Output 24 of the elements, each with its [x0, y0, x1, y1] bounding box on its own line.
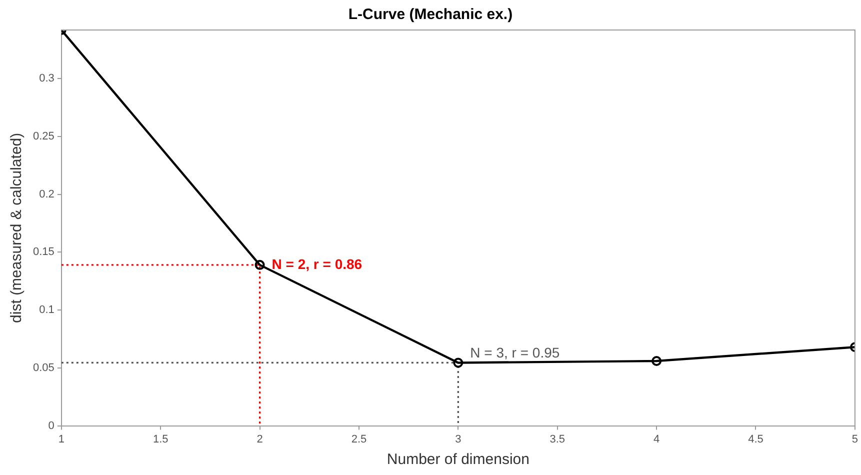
x-axis-title: Number of dimension	[386, 451, 530, 468]
y-tick-label: 0.2	[39, 188, 54, 200]
x-tick-label: 1	[58, 433, 64, 446]
y-tick-label: 0.05	[32, 362, 54, 374]
annotation: N = 2, r = 0.86	[272, 256, 362, 272]
x-tick-label: 4.5	[748, 433, 764, 446]
y-tick-label: 0.25	[32, 130, 54, 143]
y-tick-label: 0.3	[39, 72, 54, 85]
y-tick-label: 0.1	[39, 304, 54, 316]
y-axis-title: dist (measured & calculated)	[8, 132, 26, 323]
y-tick-label: 0.15	[32, 246, 54, 258]
x-tick-label: 3	[455, 433, 462, 446]
x-tick-label: 2	[256, 433, 263, 446]
x-tick-label: 3.5	[550, 433, 566, 446]
point	[254, 260, 265, 270]
x-tick-label: 1.5	[152, 433, 168, 446]
y-tick-label: 0	[48, 420, 54, 432]
chart-title: L-Curve (Mechanic ex.)	[348, 6, 513, 24]
point	[453, 358, 464, 368]
x-tick-label: 5	[852, 433, 858, 446]
x-tick-label: 4	[653, 433, 660, 446]
point	[652, 356, 662, 366]
annotation: N = 3, r = 0.95	[470, 344, 560, 361]
x-tick-label: 2.5	[351, 433, 367, 446]
